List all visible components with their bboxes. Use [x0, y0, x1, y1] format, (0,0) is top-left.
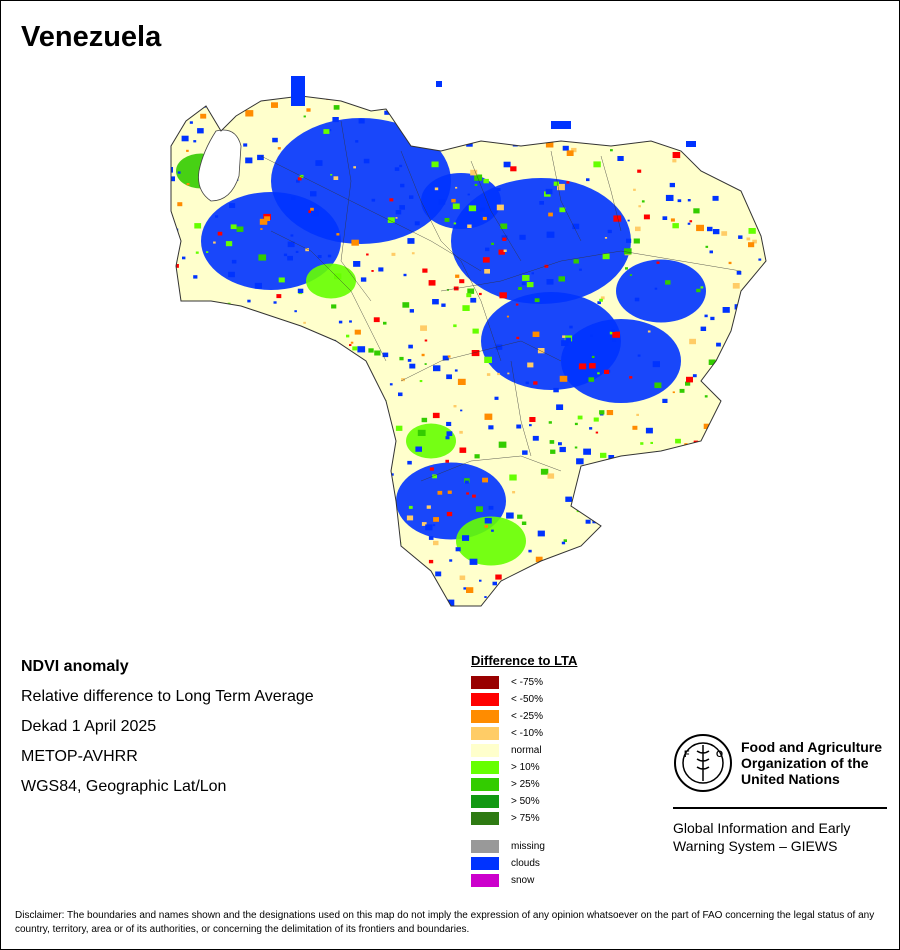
disclaimer: Disclaimer: The boundaries and names sho…: [15, 910, 875, 935]
legend-item: > 10%: [471, 759, 577, 776]
giews-line2: Warning System – GIEWS: [673, 838, 838, 854]
legend-classes: < -75% < -50% < -25% < -10% normal > 10% > 25%…: [471, 674, 577, 827]
legend-item: > 25%: [471, 776, 577, 793]
giews-line1: Global Information and Early: [673, 820, 851, 836]
legend-label: missing: [511, 841, 545, 852]
legend-swatch: [471, 710, 499, 723]
fao-name-line1: Food and Agriculture: [741, 739, 883, 755]
legend-swatch: [471, 676, 499, 689]
svg-text:O: O: [716, 749, 723, 759]
legend-swatch: [471, 693, 499, 706]
legend-label: > 75%: [511, 813, 540, 824]
legend-label: normal: [511, 745, 542, 756]
period-label: Dekad 1 April 2025: [21, 718, 157, 735]
giews-label: Global Information and Early Warning Sys…: [673, 819, 887, 855]
svg-text:F: F: [684, 749, 690, 759]
legend-swatch: [471, 778, 499, 791]
legend-label: > 10%: [511, 762, 540, 773]
legend-item: < -50%: [471, 691, 577, 708]
legend-swatch: [471, 857, 499, 870]
legend-item: missing: [471, 838, 577, 855]
legend-label: > 25%: [511, 779, 540, 790]
legend-label: < -50%: [511, 694, 543, 705]
legend-item: normal: [471, 742, 577, 759]
legend-label: < -25%: [511, 711, 543, 722]
legend-swatch: [471, 874, 499, 887]
sensor-label: METOP-AVHRR: [21, 748, 138, 765]
legend-item: clouds: [471, 855, 577, 872]
fao-divider: [673, 807, 887, 809]
legend-swatch: [471, 795, 499, 808]
map-title: Venezuela: [21, 21, 162, 53]
legend-item: < -75%: [471, 674, 577, 691]
legend-item: < -10%: [471, 725, 577, 742]
ndvi-anomaly-map: [170, 76, 767, 607]
legend-item: snow: [471, 872, 577, 889]
fao-name-line3: United Nations: [741, 771, 840, 787]
fao-name-line2: Organization of the: [741, 755, 869, 771]
legend-label: clouds: [511, 858, 540, 869]
fao-name: Food and Agriculture Organization of the…: [741, 739, 882, 787]
map-info: NDVI anomaly Relative difference to Long…: [21, 657, 314, 807]
legend-label: > 50%: [511, 796, 540, 807]
legend-swatch: [471, 744, 499, 757]
legend-swatch: [471, 761, 499, 774]
legend-item: > 50%: [471, 793, 577, 810]
legend-swatch: [471, 840, 499, 853]
projection-label: WGS84, Geographic Lat/Lon: [21, 778, 227, 795]
legend-item: > 75%: [471, 810, 577, 827]
description-label: Relative difference to Long Term Average: [21, 688, 314, 705]
fao-branding: F O Food and Agriculture Organization of…: [673, 733, 887, 855]
legend-label: snow: [511, 875, 535, 886]
product-label: NDVI anomaly: [21, 658, 129, 675]
fao-emblem-icon: F O: [674, 734, 732, 792]
legend-label: < -75%: [511, 677, 543, 688]
legend-item: < -25%: [471, 708, 577, 725]
legend-extra: missing clouds snow: [471, 838, 577, 889]
legend-title: Difference to LTA: [471, 653, 578, 668]
legend-label: < -10%: [511, 728, 543, 739]
legend-swatch: [471, 812, 499, 825]
legend-swatch: [471, 727, 499, 740]
legend: Difference to LTA < -75% < -50% < -25% < -1…: [471, 653, 577, 889]
